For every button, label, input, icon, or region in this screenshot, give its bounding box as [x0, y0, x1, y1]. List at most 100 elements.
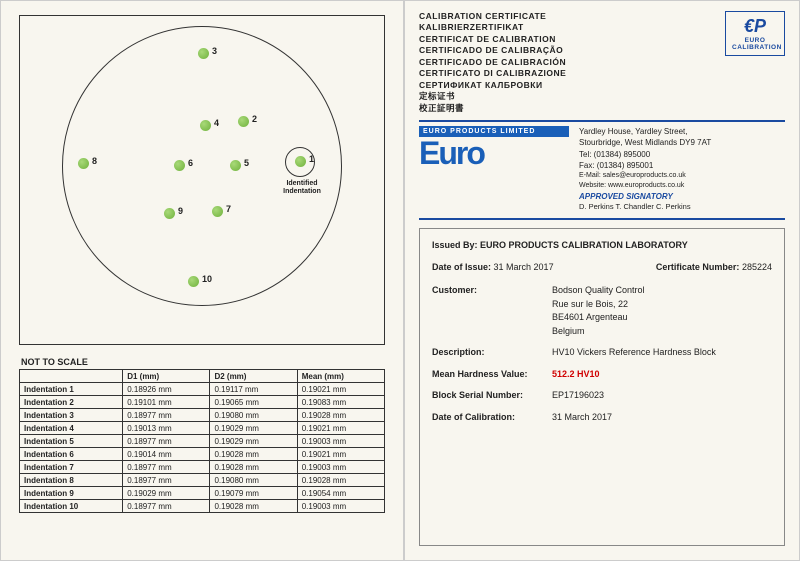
- indentation-dot: [198, 48, 209, 59]
- serial-val: EP17196023: [552, 389, 772, 403]
- approved-sig-label: APPROVED SIGNATORY: [579, 191, 711, 202]
- row-d2: 0.19029 mm: [210, 435, 297, 448]
- identified-circle: [285, 147, 315, 177]
- row-mean: 0.19028 mm: [297, 474, 384, 487]
- cust-3: BE4601 Argenteau: [552, 311, 772, 325]
- desc-lbl: Description:: [432, 346, 552, 360]
- title-es: CERTIFICADO DE CALIBRACIÓN: [419, 57, 566, 68]
- table-row: Indentation 60.19014 mm0.19028 mm0.19021…: [20, 448, 385, 461]
- table-row: Indentation 40.19013 mm0.19029 mm0.19021…: [20, 422, 385, 435]
- cust-4: Belgium: [552, 325, 772, 339]
- th-d2: D2 (mm): [210, 370, 297, 383]
- table-row: Indentation 100.18977 mm0.19028 mm0.1900…: [20, 500, 385, 513]
- row-mean: 0.19003 mm: [297, 500, 384, 513]
- row-d1: 0.19029 mm: [123, 487, 210, 500]
- row-d1: 0.18926 mm: [123, 383, 210, 396]
- header: CALIBRATION CERTIFICATE KALIBRIERZERTIFI…: [419, 11, 785, 122]
- dot-label: 7: [226, 204, 231, 214]
- identified-label: Identified Indentation: [278, 180, 326, 195]
- desc-val: HV10 Vickers Reference Hardness Block: [552, 346, 772, 360]
- row-label: Indentation 5: [20, 435, 123, 448]
- ep-logo-mark: €P: [732, 16, 778, 37]
- row-label: Indentation 4: [20, 422, 123, 435]
- left-page: 12345678910 Identified Indentation NOT T…: [0, 0, 404, 561]
- customer-val: Bodson Quality Control Rue sur le Bois, …: [552, 284, 772, 338]
- indentation-dot: [188, 276, 199, 287]
- cust-2: Rue sur le Bois, 22: [552, 298, 772, 312]
- dot-label: 9: [178, 206, 183, 216]
- row-d1: 0.18977 mm: [123, 474, 210, 487]
- row-mean: 0.19003 mm: [297, 435, 384, 448]
- row-mean: 0.19028 mm: [297, 409, 384, 422]
- row-d1: 0.18977 mm: [123, 461, 210, 474]
- addr-tel: Tel: (01384) 895000: [579, 149, 711, 160]
- row-d2: 0.19080 mm: [210, 409, 297, 422]
- serial-lbl: Block Serial Number:: [432, 389, 552, 403]
- row-label: Indentation 10: [20, 500, 123, 513]
- row-label: Indentation 8: [20, 474, 123, 487]
- mean-row: Mean Hardness Value: 512.2 HV10: [432, 368, 772, 382]
- caldate-lbl: Date of Calibration:: [432, 411, 552, 425]
- certno-lbl: Certificate Number:: [656, 262, 740, 272]
- dot-label: 5: [244, 158, 249, 168]
- addr-web: Website: www.europroducts.co.uk: [579, 181, 711, 191]
- indentation-dot: [238, 116, 249, 127]
- addr-email: E-Mail: sales@europroducts.co.uk: [579, 171, 711, 181]
- table-row: Indentation 20.19101 mm0.19065 mm0.19083…: [20, 396, 385, 409]
- euro-word: Euro: [419, 137, 569, 170]
- table-row: Indentation 80.18977 mm0.19080 mm0.19028…: [20, 474, 385, 487]
- multilang-titles: CALIBRATION CERTIFICATE KALIBRIERZERTIFI…: [419, 11, 566, 114]
- title-ja: 校正証明書: [419, 103, 566, 114]
- table-row: Indentation 90.19029 mm0.19079 mm0.19054…: [20, 487, 385, 500]
- certno-val: 285224: [742, 262, 772, 272]
- row-d2: 0.19029 mm: [210, 422, 297, 435]
- table-row: Indentation 50.18977 mm0.19029 mm0.19003…: [20, 435, 385, 448]
- row-label: Indentation 3: [20, 409, 123, 422]
- title-en: CALIBRATION CERTIFICATE: [419, 11, 566, 22]
- indentation-dot: [212, 206, 223, 217]
- row-label: Indentation 6: [20, 448, 123, 461]
- title-zh: 定标证书: [419, 91, 566, 102]
- ep-logo: €P EURO CALIBRATION: [725, 11, 785, 56]
- row-d2: 0.19028 mm: [210, 448, 297, 461]
- addr-2: Stourbridge, West Midlands DY9 7AT: [579, 137, 711, 148]
- th-mean: Mean (mm): [297, 370, 384, 383]
- table-row: Indentation 10.18926 mm0.19117 mm0.19021…: [20, 383, 385, 396]
- caldate-val: 31 March 2017: [552, 411, 772, 425]
- dot-label: 3: [212, 46, 217, 56]
- indentation-dot: [164, 208, 175, 219]
- mean-lbl: Mean Hardness Value:: [432, 368, 552, 382]
- indentation-dot: [174, 160, 185, 171]
- title-fr: CERTIFICAT DE CALIBRATION: [419, 34, 566, 45]
- dot-label: 10: [202, 274, 212, 284]
- address-block: Yardley House, Yardley Street, Stourbrid…: [579, 126, 711, 212]
- customer-row: Customer: Bodson Quality Control Rue sur…: [432, 284, 772, 338]
- row-d1: 0.18977 mm: [123, 435, 210, 448]
- date-issue-val: 31 March 2017: [494, 262, 554, 272]
- row-mean: 0.19054 mm: [297, 487, 384, 500]
- row-mean: 0.19083 mm: [297, 396, 384, 409]
- not-to-scale-label: NOT TO SCALE: [21, 357, 385, 367]
- indentation-dot: [78, 158, 89, 169]
- dot-label: 6: [188, 158, 193, 168]
- desc-row: Description: HV10 Vickers Reference Hard…: [432, 346, 772, 360]
- row-label: Indentation 9: [20, 487, 123, 500]
- row-d2: 0.19028 mm: [210, 461, 297, 474]
- date-issue-lbl: Date of Issue:: [432, 262, 491, 272]
- row-mean: 0.19021 mm: [297, 383, 384, 396]
- addr-fax: Fax: (01384) 895001: [579, 160, 711, 171]
- issued-by: Issued By: EURO PRODUCTS CALIBRATION LAB…: [432, 239, 772, 253]
- indentation-diagram: 12345678910 Identified Indentation: [19, 15, 385, 345]
- signatories: D. Perkins T. Chandler C. Perkins: [579, 202, 711, 213]
- indentation-table: D1 (mm) D2 (mm) Mean (mm) Indentation 10…: [19, 369, 385, 513]
- ep-logo-text: EURO CALIBRATION: [732, 37, 778, 51]
- cust-1: Bodson Quality Control: [552, 284, 772, 298]
- right-page: CALIBRATION CERTIFICATE KALIBRIERZERTIFI…: [404, 0, 800, 561]
- th-d1: D1 (mm): [123, 370, 210, 383]
- title-pt: CERTIFICADO DE CALIBRAÇÃO: [419, 45, 566, 56]
- row-mean: 0.19003 mm: [297, 461, 384, 474]
- dot-label: 8: [92, 156, 97, 166]
- row-label: Indentation 1: [20, 383, 123, 396]
- dot-label: 2: [252, 114, 257, 124]
- row-d1: 0.19014 mm: [123, 448, 210, 461]
